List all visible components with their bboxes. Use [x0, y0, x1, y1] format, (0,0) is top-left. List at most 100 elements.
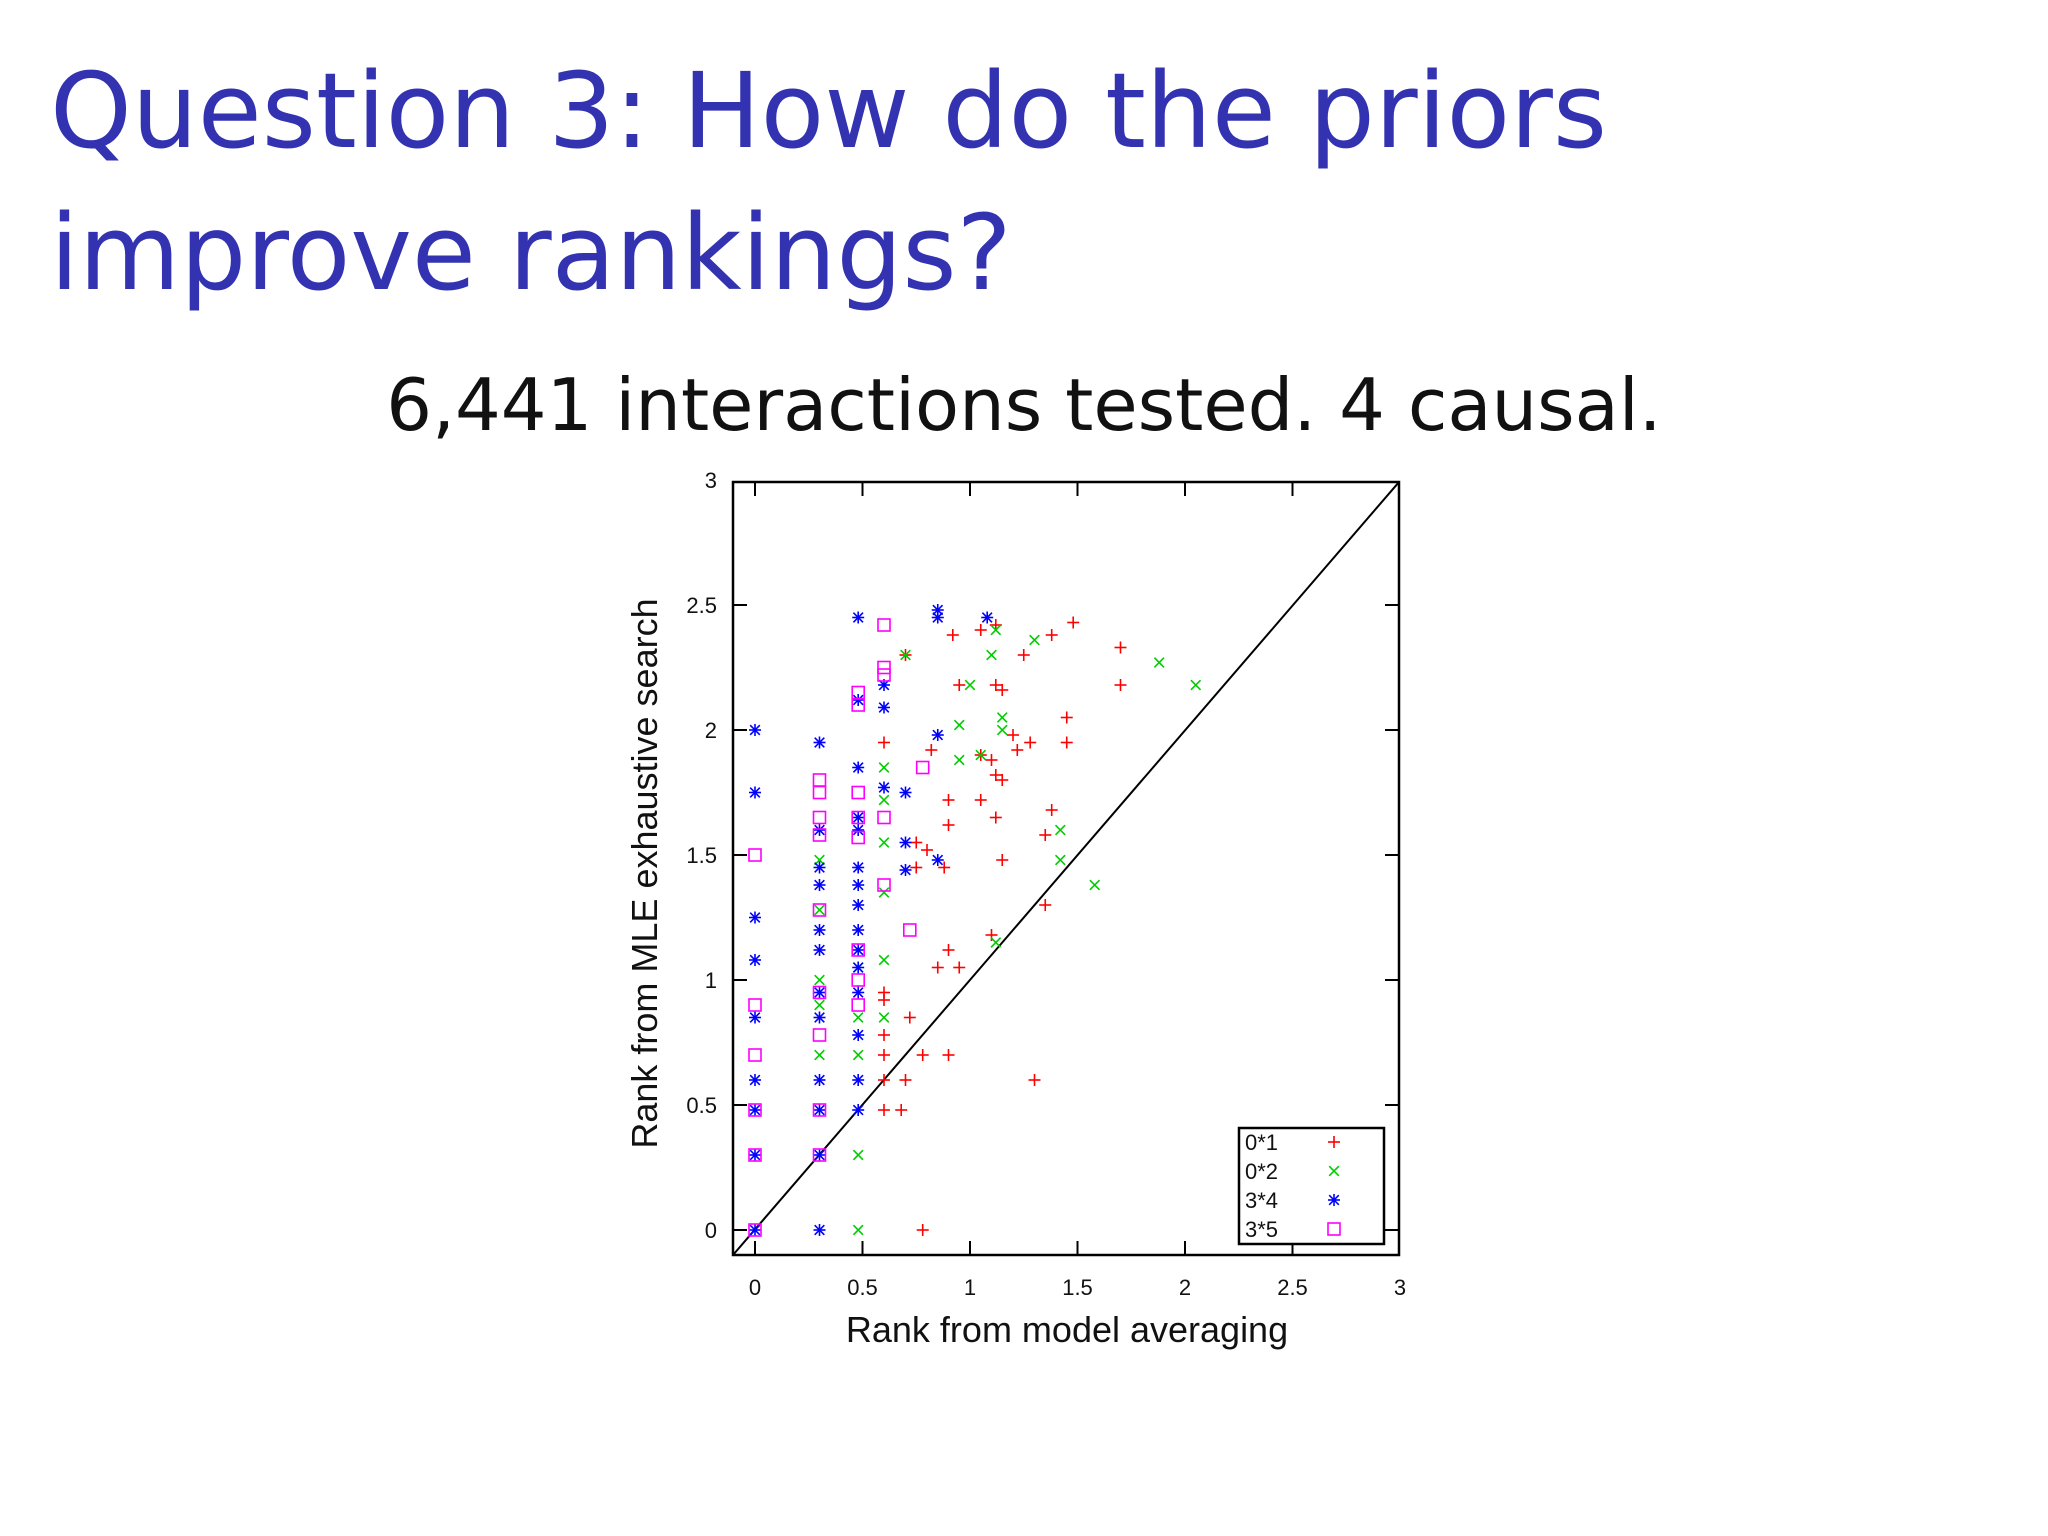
data-point	[878, 762, 890, 773]
data-points	[748, 604, 1202, 1237]
plot-frame	[731, 480, 1401, 1257]
data-point	[878, 1029, 890, 1041]
data-point	[851, 685, 866, 700]
data-point	[931, 611, 944, 624]
data-point	[1029, 634, 1040, 646]
data-point	[749, 1149, 761, 1161]
series-3*4	[749, 604, 994, 1236]
y-tick-label: 1	[705, 968, 717, 993]
data-point	[749, 724, 761, 736]
legend-marker	[1328, 1165, 1340, 1177]
data-point	[996, 774, 1009, 786]
data-point	[878, 1049, 890, 1061]
data-point	[813, 924, 826, 936]
data-point	[986, 649, 997, 661]
data-point	[915, 760, 930, 775]
data-point	[916, 1224, 929, 1236]
data-point	[813, 944, 826, 956]
data-point	[852, 1074, 865, 1086]
data-point	[877, 660, 891, 675]
data-point	[852, 944, 865, 956]
data-point	[812, 1028, 827, 1042]
data-point	[942, 944, 955, 956]
data-point	[953, 961, 966, 974]
data-point	[852, 1104, 865, 1116]
data-point	[852, 986, 865, 999]
data-point	[985, 754, 998, 766]
legend-label: 3*4	[1245, 1188, 1278, 1213]
data-point	[1024, 736, 1037, 749]
data-point	[852, 879, 865, 891]
series-3*5	[748, 618, 930, 1237]
data-point	[851, 830, 866, 845]
data-point	[899, 1074, 912, 1086]
data-point	[814, 1049, 825, 1061]
data-point	[931, 961, 944, 974]
data-point	[812, 773, 827, 787]
data-point	[946, 629, 959, 641]
data-point	[813, 1224, 826, 1236]
data-point	[813, 736, 826, 749]
diagonal-line	[732, 481, 1400, 1256]
data-point	[1060, 736, 1073, 749]
data-point	[1045, 629, 1058, 641]
data-point	[1114, 641, 1127, 654]
data-point	[1045, 804, 1058, 816]
legend-label: 0*1	[1245, 1130, 1278, 1155]
data-point	[975, 749, 987, 761]
data-point	[812, 1148, 827, 1162]
data-point	[942, 794, 955, 806]
y-tick-label: 3	[705, 468, 717, 493]
data-point	[814, 904, 825, 916]
data-point	[878, 736, 890, 749]
data-point	[899, 864, 912, 876]
data-point	[878, 1074, 890, 1086]
y-tick-label: 2	[705, 718, 717, 743]
data-point	[812, 828, 827, 842]
series-0*1	[878, 616, 1127, 1236]
data-point	[852, 899, 865, 911]
data-point	[1054, 824, 1066, 836]
data-point	[878, 837, 890, 848]
data-point	[851, 785, 866, 800]
data-point	[749, 1104, 761, 1116]
data-point	[852, 761, 865, 774]
data-point	[749, 1011, 761, 1024]
legend-marker	[1328, 1136, 1340, 1148]
data-point	[749, 954, 761, 966]
data-point	[852, 1029, 865, 1041]
data-point	[1039, 899, 1052, 911]
data-point	[996, 854, 1009, 866]
data-point	[813, 1074, 826, 1086]
data-point	[814, 974, 825, 986]
data-point	[974, 794, 987, 806]
x-tick-label: 2.5	[1277, 1275, 1308, 1300]
data-point	[877, 618, 891, 632]
data-point	[996, 684, 1009, 696]
data-point	[895, 1104, 908, 1116]
x-tick-label: 1	[964, 1275, 976, 1300]
x-tick-label: 2	[1179, 1275, 1191, 1300]
data-point	[852, 1012, 864, 1023]
data-point	[910, 861, 923, 874]
data-point	[878, 1104, 890, 1116]
data-point	[852, 611, 865, 624]
data-point	[1007, 729, 1019, 741]
data-point	[748, 1103, 762, 1117]
data-point	[931, 854, 944, 866]
data-point	[852, 811, 865, 824]
data-point	[852, 1049, 864, 1061]
y-axis-label: Rank from MLE exhaustive search	[624, 598, 665, 1148]
data-point	[748, 848, 762, 862]
data-point	[812, 903, 827, 917]
data-point	[953, 719, 965, 731]
data-point	[749, 786, 761, 799]
data-point	[878, 781, 890, 794]
data-point	[813, 824, 826, 836]
data-point	[1190, 679, 1202, 691]
data-point	[1114, 679, 1127, 691]
data-point	[878, 701, 890, 714]
data-point	[749, 911, 761, 924]
data-point	[989, 769, 1002, 781]
data-point	[877, 878, 891, 892]
